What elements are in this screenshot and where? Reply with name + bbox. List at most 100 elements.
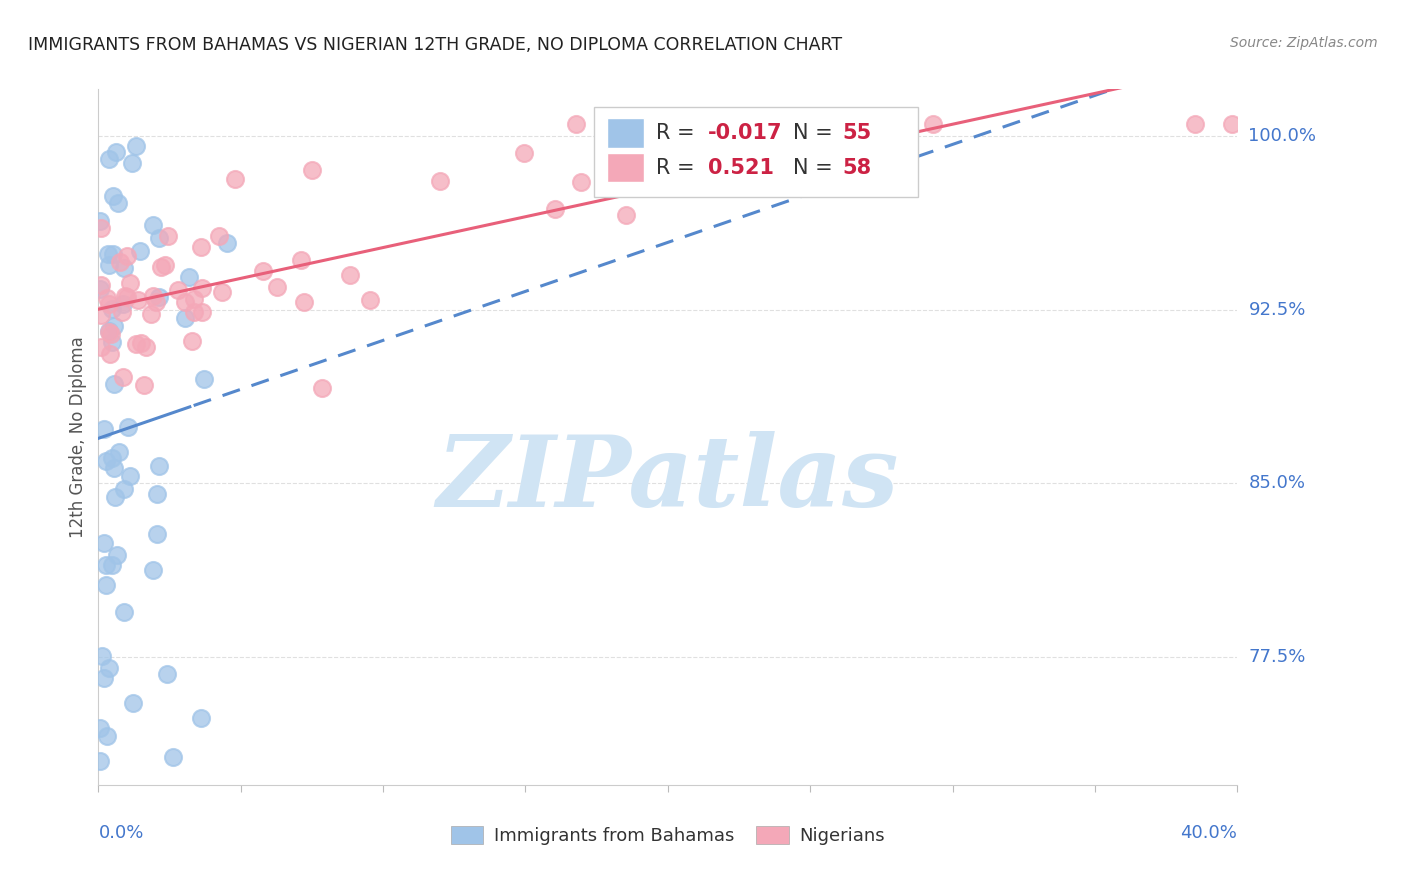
Point	[181, 334, 204, 349]
Point	[118, 469, 141, 483]
Point	[290, 252, 312, 267]
Text: -0.017: -0.017	[707, 123, 782, 143]
Point	[173, 295, 195, 310]
Point	[94, 558, 117, 572]
Point	[190, 240, 212, 254]
Point	[429, 174, 451, 188]
Point	[97, 326, 120, 340]
Point	[1184, 117, 1206, 131]
Text: N =: N =	[793, 158, 839, 178]
Text: 55: 55	[842, 123, 872, 143]
Point	[139, 307, 162, 321]
Point	[128, 244, 150, 259]
Point	[217, 236, 239, 251]
Point	[513, 145, 536, 160]
Text: R =: R =	[657, 123, 702, 143]
Point	[96, 729, 118, 743]
Point	[112, 482, 135, 496]
Point	[191, 281, 214, 295]
Text: Source: ZipAtlas.com: Source: ZipAtlas.com	[1230, 36, 1378, 50]
Point	[359, 293, 381, 308]
Point	[100, 327, 122, 342]
Point	[614, 208, 637, 222]
Point	[132, 378, 155, 392]
Point	[683, 150, 706, 164]
Point	[105, 145, 128, 160]
Point	[117, 420, 139, 434]
Point	[252, 264, 274, 278]
Point	[93, 671, 115, 685]
Point	[153, 259, 176, 273]
Text: 85.0%: 85.0%	[1249, 475, 1305, 492]
Point	[311, 380, 333, 394]
Point	[101, 247, 124, 261]
Point	[1220, 117, 1243, 131]
Point	[96, 291, 118, 305]
Text: R =: R =	[657, 158, 702, 178]
Point	[103, 461, 125, 475]
Point	[93, 535, 115, 549]
Point	[103, 189, 125, 203]
Point	[145, 295, 167, 310]
Point	[90, 278, 112, 293]
Point	[111, 297, 134, 311]
Point	[617, 131, 640, 145]
Text: ZIPatlas: ZIPatlas	[437, 431, 898, 527]
Point	[98, 152, 121, 166]
Text: 0.0%: 0.0%	[98, 824, 143, 842]
Point	[122, 696, 145, 710]
Point	[89, 282, 111, 296]
Point	[98, 347, 121, 361]
Point	[266, 280, 288, 294]
Text: 100.0%: 100.0%	[1249, 127, 1316, 145]
Point	[166, 283, 188, 297]
Point	[114, 289, 136, 303]
Text: IMMIGRANTS FROM BAHAMAS VS NIGERIAN 12TH GRADE, NO DIPLOMA CORRELATION CHART: IMMIGRANTS FROM BAHAMAS VS NIGERIAN 12TH…	[28, 36, 842, 54]
Point	[90, 340, 112, 354]
Point	[292, 295, 315, 310]
Point	[129, 336, 152, 351]
Point	[90, 308, 112, 322]
Point	[135, 340, 157, 354]
Point	[565, 117, 588, 131]
Point	[97, 324, 120, 338]
Point	[101, 334, 124, 349]
Point	[103, 376, 125, 391]
Point	[124, 337, 146, 351]
Point	[101, 451, 124, 466]
Text: N =: N =	[793, 123, 839, 143]
Point	[339, 268, 361, 283]
FancyBboxPatch shape	[607, 153, 644, 183]
Point	[93, 421, 115, 435]
Point	[111, 370, 134, 384]
Point	[211, 285, 233, 299]
Point	[183, 292, 205, 306]
Point	[108, 255, 131, 269]
Point	[101, 558, 124, 572]
FancyBboxPatch shape	[607, 119, 644, 148]
Point	[120, 276, 142, 290]
Point	[98, 259, 121, 273]
Point	[89, 721, 111, 735]
Point	[193, 372, 215, 386]
Point	[115, 290, 138, 304]
Point	[148, 459, 170, 474]
Point	[148, 231, 170, 245]
Point	[146, 527, 169, 541]
Point	[224, 172, 246, 186]
Point	[127, 293, 149, 307]
Point	[177, 269, 200, 284]
Point	[97, 661, 120, 675]
Text: 77.5%: 77.5%	[1249, 648, 1306, 666]
Point	[97, 246, 120, 260]
Point	[148, 290, 170, 304]
Point	[174, 310, 197, 325]
Legend: Immigrants from Bahamas, Nigerians: Immigrants from Bahamas, Nigerians	[443, 819, 893, 853]
Point	[569, 176, 592, 190]
Point	[96, 453, 118, 467]
Point	[89, 754, 111, 768]
Point	[108, 445, 131, 459]
Point	[811, 117, 834, 131]
Point	[89, 213, 111, 227]
Text: 40.0%: 40.0%	[1181, 824, 1237, 842]
